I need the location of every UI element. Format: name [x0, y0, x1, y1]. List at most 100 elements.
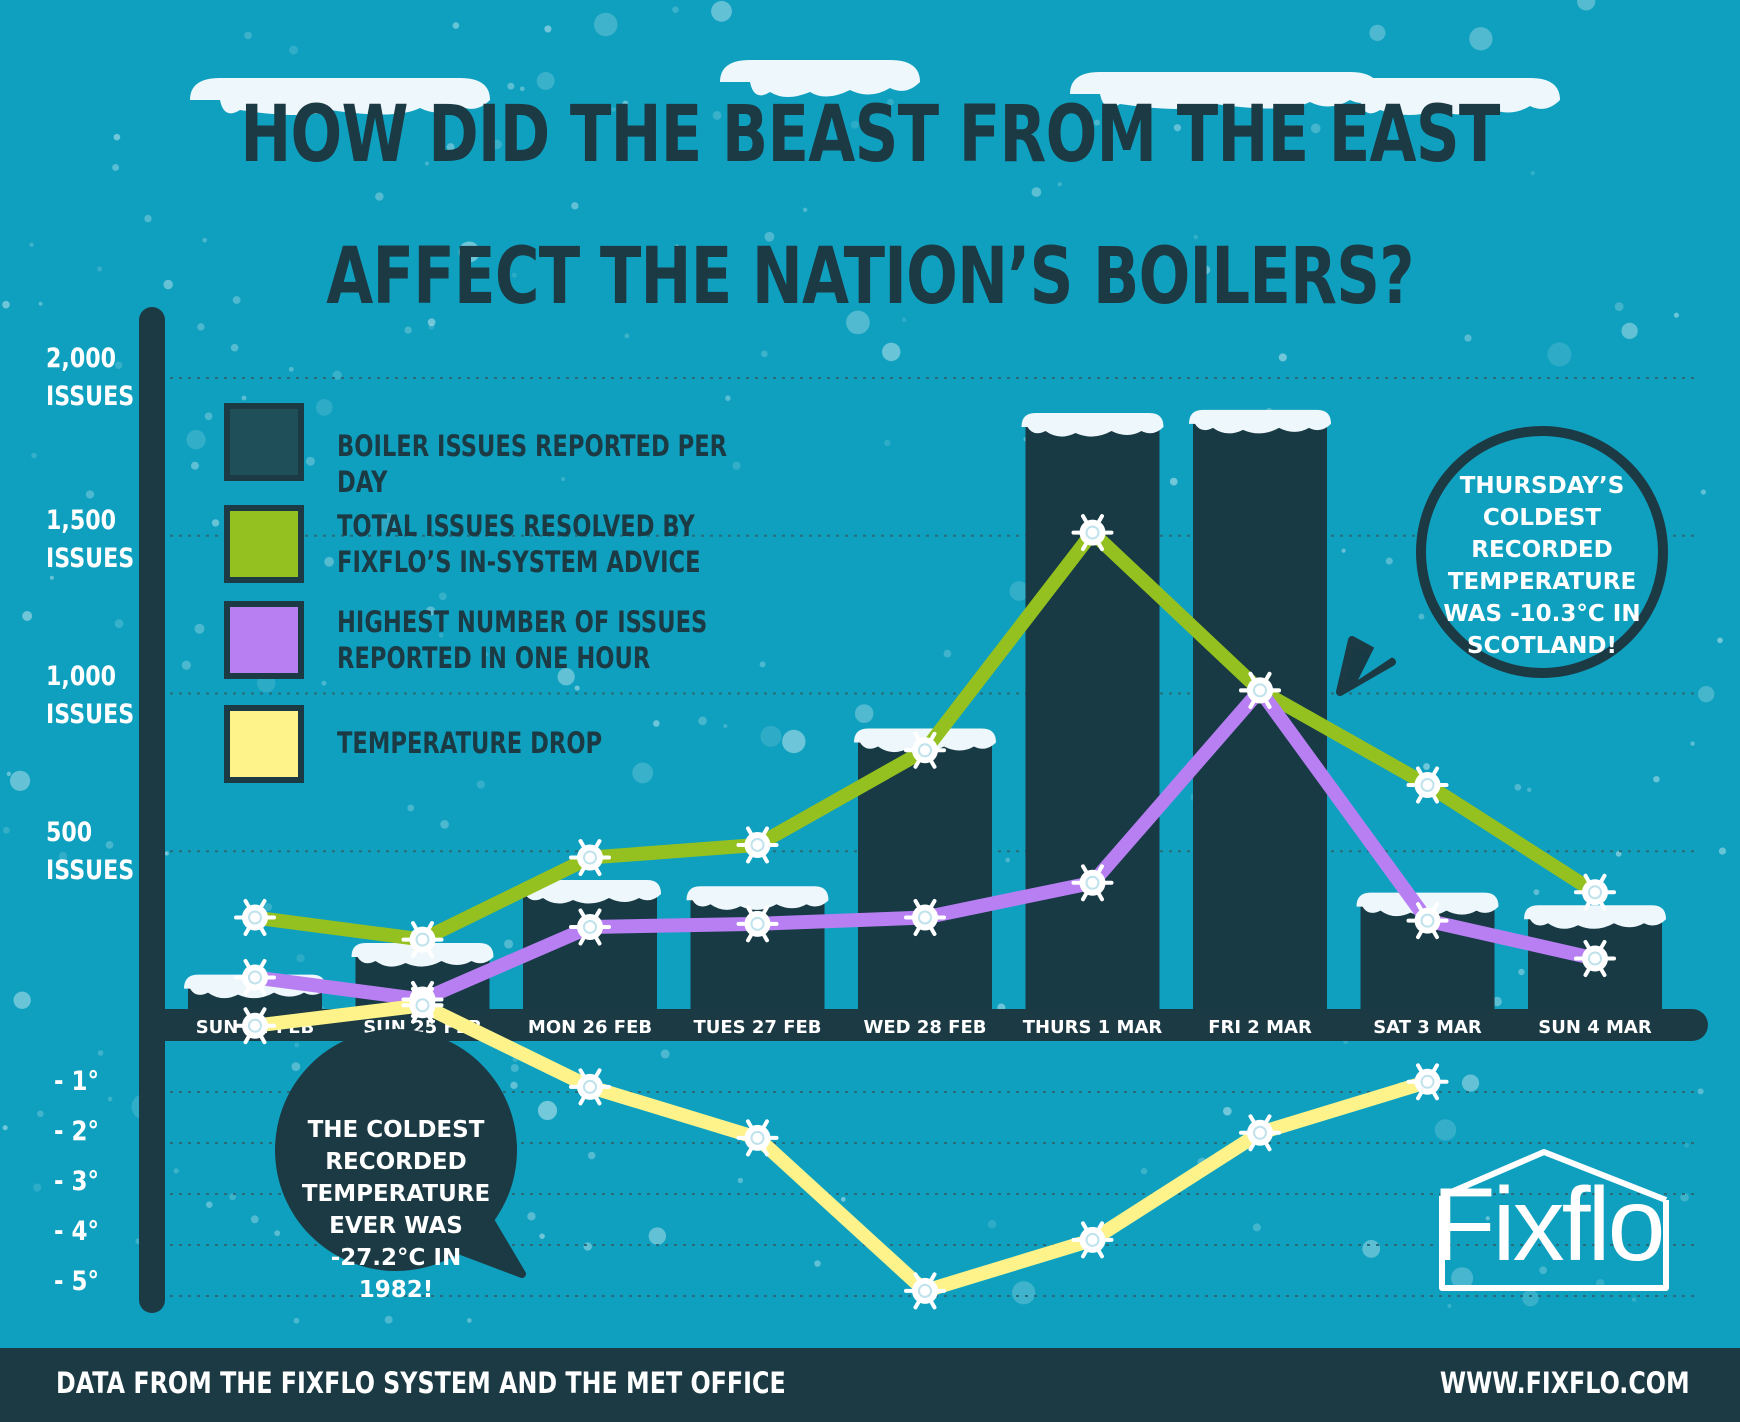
snow-dot — [660, 1049, 670, 1059]
point-spoke — [1593, 890, 1607, 911]
snow-dot — [1547, 342, 1572, 367]
snow-dot — [112, 164, 120, 171]
snow-dot — [510, 1081, 518, 1090]
snow-dot — [1464, 334, 1472, 342]
snow-dot — [1461, 1074, 1480, 1092]
snow-dot — [22, 611, 33, 621]
bubble-thursday — [1336, 426, 1668, 696]
snow-dot — [211, 519, 220, 527]
snow-dot — [1621, 322, 1638, 340]
snow-dot — [891, 265, 899, 274]
snow-dot — [737, 1177, 744, 1184]
snow-dot — [241, 395, 247, 401]
point-ring — [918, 1283, 932, 1298]
snow-dot — [1530, 171, 1535, 176]
snow-dot — [764, 231, 775, 242]
line-hourly-peak-point — [1239, 671, 1281, 709]
point-spoke — [1416, 1063, 1430, 1084]
point-ring — [1085, 875, 1100, 890]
snow-dot — [725, 395, 731, 401]
point-spoke — [755, 842, 769, 864]
point-spoke — [1248, 1130, 1262, 1152]
snow-dot — [1009, 581, 1030, 601]
snow-dot — [732, 461, 741, 470]
line-temperature-point — [1406, 1063, 1449, 1101]
snow-dot — [782, 729, 806, 754]
point-spoke — [1258, 671, 1272, 693]
bar-snow-cap — [1524, 905, 1666, 929]
point-spoke — [243, 958, 257, 980]
point-spoke — [578, 908, 592, 929]
snow-dot — [1680, 1192, 1689, 1202]
snow-dot — [850, 120, 859, 129]
bar-4 — [690, 892, 825, 1013]
line-hourly-peak-point — [904, 899, 946, 937]
snow-dot — [1615, 851, 1622, 857]
snow-dot — [1423, 763, 1430, 770]
point-spoke — [1425, 782, 1439, 804]
point-ring — [918, 910, 932, 925]
snow-dot — [31, 452, 37, 459]
snow-dot — [519, 86, 525, 92]
snow-dot — [884, 439, 891, 447]
snow-dot — [452, 22, 460, 29]
temp-label-2: - 2° — [54, 1116, 99, 1147]
legend-swatch-1 — [224, 403, 304, 481]
snow-dot — [293, 1317, 300, 1324]
point-spoke — [1081, 1221, 1095, 1242]
snow-dot — [583, 1242, 592, 1251]
snow-dot — [288, 366, 294, 372]
point-spoke — [755, 1135, 769, 1157]
point-spoke — [1090, 880, 1104, 902]
point-ring — [1420, 777, 1435, 792]
line-markers — [234, 514, 1616, 1310]
point-spoke — [243, 1007, 257, 1028]
point-ring — [415, 998, 430, 1013]
snow-dot — [1057, 182, 1062, 187]
callout-coldest-text: THE COLDEST RECORDED TEMPERATURE EVER WA… — [301, 1117, 491, 1303]
snow-dot — [97, 1050, 104, 1056]
point-spoke — [411, 937, 425, 959]
point-ring — [248, 910, 262, 925]
snow-dot — [173, 1168, 179, 1174]
snow-dot — [1369, 24, 1386, 41]
snow-dot — [574, 685, 580, 691]
snow-dot — [1169, 477, 1178, 486]
point-ring — [1588, 951, 1602, 966]
line-hourly-peak-point — [569, 908, 611, 946]
line-temperature-point — [1071, 1221, 1114, 1259]
point-ring — [750, 916, 765, 931]
snow-dot — [446, 143, 455, 151]
snow-dot — [587, 1151, 596, 1160]
point-spoke — [1583, 890, 1597, 911]
bubble-coldest — [275, 1029, 526, 1278]
point-spoke — [1425, 1079, 1439, 1101]
point-spoke — [1090, 530, 1104, 552]
snow-dot — [1690, 741, 1695, 746]
snow-dot — [1341, 548, 1346, 553]
line-resolved-point — [904, 731, 946, 769]
point-spoke — [1081, 514, 1095, 535]
snow-dot — [458, 241, 480, 263]
y-label-500: 500 ISSUES — [46, 817, 135, 886]
x-tick-label: THURS 1 MAR — [1023, 1017, 1163, 1038]
point-spoke — [243, 915, 257, 937]
snow-dot — [1173, 124, 1182, 132]
snow-dot — [544, 25, 552, 33]
snow-dot — [1278, 353, 1287, 362]
point-spoke — [1425, 918, 1439, 940]
snow-dot — [561, 476, 566, 482]
snow-dot — [232, 296, 241, 304]
point-spoke — [420, 937, 434, 959]
snow-dot — [291, 1062, 301, 1071]
point-spoke — [1081, 1237, 1095, 1259]
point-spoke — [755, 826, 769, 847]
snow-dot — [887, 98, 894, 106]
snow-dot — [1005, 857, 1011, 863]
point-spoke — [1416, 902, 1430, 923]
point-spoke — [411, 986, 425, 1008]
point-ring — [248, 970, 262, 985]
point-spoke — [420, 921, 434, 942]
point-spoke — [923, 899, 937, 920]
snow-dot — [230, 343, 239, 352]
